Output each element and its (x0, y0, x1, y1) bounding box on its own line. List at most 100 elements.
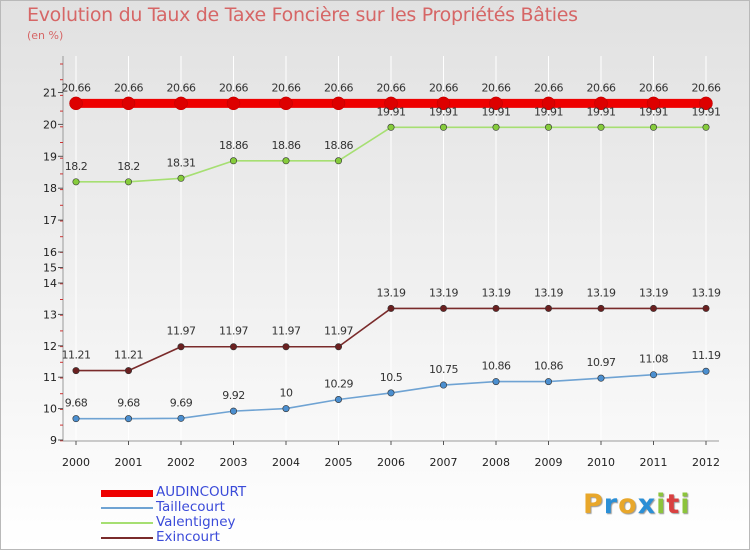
data-point-valentigney (334, 157, 342, 165)
data-point-valentigney (439, 123, 447, 131)
x-tick-label: 2011 (640, 456, 668, 469)
data-label-exincourt: 11.21 (62, 349, 91, 362)
data-point-exincourt (649, 304, 657, 312)
data-label-valentigney: 18.2 (65, 160, 88, 173)
data-point-taillecourt (492, 378, 500, 386)
data-point-exincourt (492, 304, 500, 312)
y-tick-label: 12 (43, 340, 57, 353)
y-tick-label: 19 (43, 150, 57, 163)
data-label-valentigney: 18.86 (219, 139, 248, 152)
data-label-valentigney: 19.91 (429, 105, 458, 118)
data-label-exincourt: 11.97 (167, 325, 196, 338)
data-label-taillecourt: 10.75 (429, 363, 458, 376)
data-point-taillecourt (177, 414, 185, 422)
data-point-valentigney (72, 178, 80, 186)
data-point-exincourt (387, 304, 395, 312)
y-tick-label: 9 (50, 434, 57, 447)
data-point-exincourt (702, 304, 710, 312)
data-label-exincourt: 11.97 (272, 325, 301, 338)
data-label-taillecourt: 10.5 (380, 371, 403, 384)
data-point-exincourt (334, 343, 342, 351)
y-tick-label: 10 (43, 403, 57, 416)
data-label-taillecourt: 9.69 (170, 396, 193, 409)
data-point-taillecourt (282, 405, 290, 413)
y-tick-label: 18 (43, 182, 57, 195)
y-tick-label: 14 (43, 277, 57, 290)
data-label-audincourt: 20.66 (324, 81, 353, 94)
data-point-exincourt (597, 304, 605, 312)
data-label-taillecourt: 10 (280, 387, 293, 400)
data-point-taillecourt (702, 367, 710, 375)
data-label-valentigney: 18.31 (167, 156, 196, 169)
data-point-valentigney (282, 157, 290, 165)
data-label-valentigney: 19.91 (639, 105, 668, 118)
y-axis-unit: (en %) (27, 29, 64, 42)
data-point-audincourt (594, 96, 608, 111)
data-point-taillecourt (544, 378, 552, 386)
data-label-audincourt: 20.66 (377, 81, 406, 94)
data-point-audincourt (436, 96, 451, 111)
x-tick-label: 2009 (535, 456, 563, 469)
data-point-taillecourt (125, 415, 133, 423)
data-label-taillecourt: 11.19 (692, 349, 721, 362)
data-label-audincourt: 20.66 (639, 81, 668, 94)
data-label-exincourt: 13.19 (587, 286, 616, 299)
legend-label: Taillecourt (156, 499, 225, 515)
y-tick-label: 15 (43, 262, 57, 275)
data-label-valentigney: 18.86 (272, 139, 301, 152)
data-label-valentigney: 19.91 (534, 105, 563, 118)
x-tick-label: 2004 (272, 456, 300, 469)
data-label-audincourt: 20.66 (167, 81, 196, 94)
data-label-audincourt: 20.66 (219, 81, 248, 94)
y-tick-label: 11 (43, 371, 57, 384)
line-chart: 9 10 11 12 13 14 15 16 17 18 19 20 21 2000 2001 2002 200… (43, 56, 721, 469)
x-tick-label: 2000 (62, 456, 90, 469)
data-point-audincourt (226, 96, 241, 111)
data-point-audincourt (174, 96, 188, 111)
data-point-taillecourt (597, 374, 605, 382)
data-point-taillecourt (72, 415, 80, 423)
data-point-taillecourt (230, 407, 238, 415)
legend-swatch (101, 537, 153, 539)
data-label-audincourt: 20.66 (692, 81, 721, 94)
data-point-valentigney (702, 123, 710, 131)
data-label-taillecourt: 10.97 (587, 356, 616, 369)
x-tick-label: 2003 (220, 456, 248, 469)
data-point-audincourt (699, 96, 713, 111)
data-label-valentigney: 19.91 (692, 105, 721, 118)
data-label-exincourt: 13.19 (429, 286, 458, 299)
data-point-audincourt (69, 96, 83, 111)
data-label-exincourt: 13.19 (692, 286, 721, 299)
data-point-valentigney (177, 174, 185, 182)
data-point-exincourt (230, 343, 238, 351)
data-label-valentigney: 19.91 (482, 105, 511, 118)
data-point-audincourt (279, 96, 293, 111)
data-label-exincourt: 13.19 (482, 286, 511, 299)
logo-letter: i (680, 489, 691, 520)
data-label-audincourt: 20.66 (534, 81, 563, 94)
x-tick-label: 2007 (430, 456, 458, 469)
x-tick-label: 2008 (482, 456, 510, 469)
data-label-taillecourt: 9.68 (117, 397, 140, 410)
data-label-exincourt: 11.97 (219, 325, 248, 338)
data-label-taillecourt: 9.68 (65, 397, 88, 410)
chart-title: Evolution du Taux de Taxe Foncière sur l… (27, 4, 578, 26)
data-point-audincourt (646, 96, 661, 111)
legend-label: Valentigney (156, 514, 236, 530)
legend-swatch (101, 507, 153, 509)
x-tick-label: 2001 (115, 456, 143, 469)
data-label-exincourt: 13.19 (534, 286, 563, 299)
legend-label: Exincourt (156, 529, 220, 545)
y-tick-label: 13 (43, 308, 57, 321)
x-tick-label: 2005 (325, 456, 353, 469)
data-point-audincourt (489, 96, 503, 111)
data-label-audincourt: 20.66 (429, 81, 458, 94)
y-tick-label: 16 (43, 246, 57, 259)
data-label-taillecourt: 9.92 (222, 389, 245, 402)
data-label-valentigney: 19.91 (377, 105, 406, 118)
y-tick-label: 20 (43, 118, 57, 131)
x-tick-label: 2006 (377, 456, 405, 469)
x-tick-label: 2010 (587, 456, 615, 469)
data-point-exincourt (282, 343, 290, 351)
data-label-exincourt: 13.19 (639, 286, 668, 299)
